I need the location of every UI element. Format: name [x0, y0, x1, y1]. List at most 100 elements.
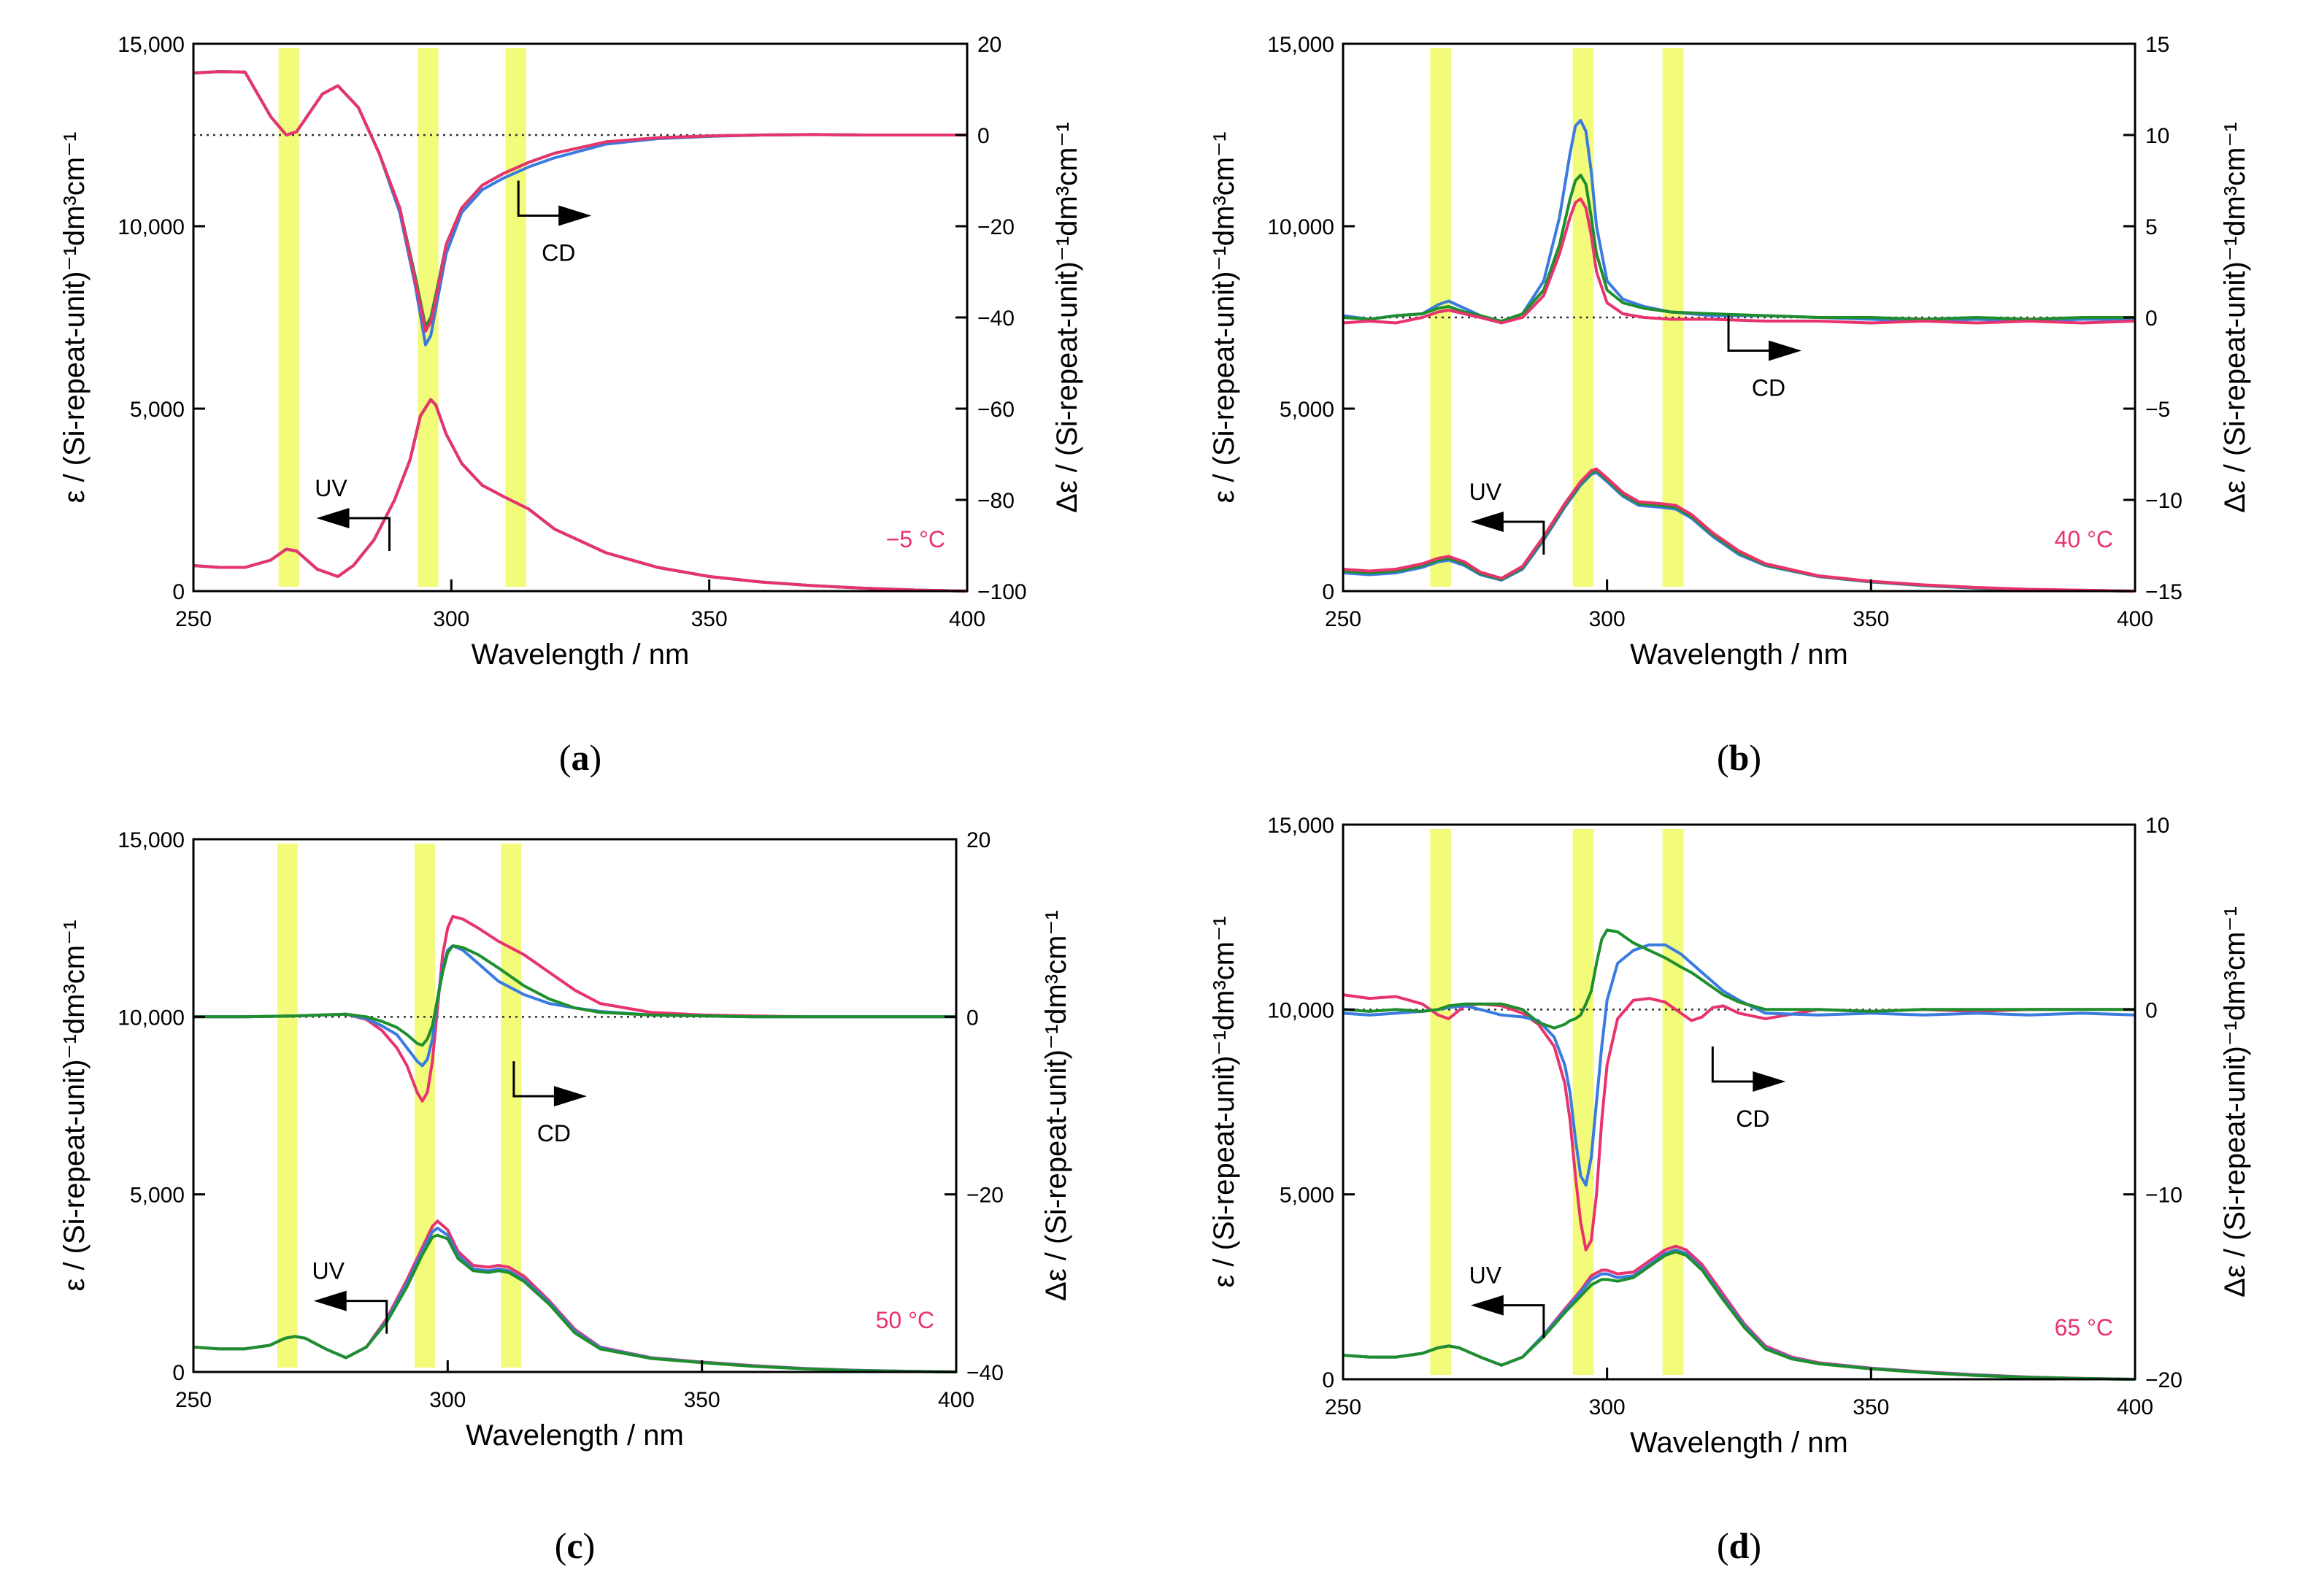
y-right-axis-label: Δε / (Si-repeat-unit)⁻¹dm³cm⁻¹ — [2219, 122, 2251, 513]
panel-letter-text: b — [1729, 737, 1750, 778]
x-tick-label: 250 — [1325, 1395, 1361, 1419]
cd-series-line-3 — [1342, 197, 2136, 325]
panel-b: 250 300 350 400 0 5,000 10,000 15,000 −15 −10 −5 0 5… — [1208, 33, 2251, 778]
uv-label: UV — [315, 475, 347, 501]
temperature-label: 40 °C — [2055, 526, 2113, 552]
y-left-axis-label: ε / (Si-repeat-unit)⁻¹dm³cm⁻¹ — [1208, 131, 1240, 503]
uv-label: UV — [1469, 1262, 1502, 1289]
y-left-axis-label: ε / (Si-repeat-unit)⁻¹dm³cm⁻¹ — [58, 131, 91, 503]
x-tick-label: 250 — [1325, 607, 1361, 631]
highlight-band-3 — [1662, 829, 1684, 1375]
y-left-tick-label: 5,000 — [130, 398, 185, 422]
uv-series-line-5 — [1342, 469, 2136, 593]
plot-frame — [192, 838, 958, 1373]
y-left-tick-label: 0 — [172, 1361, 185, 1385]
cd-label: CD — [1736, 1106, 1769, 1132]
y-right-tick-label: −40 — [977, 307, 1015, 331]
y-right-tick-label: −10 — [2145, 1184, 2182, 1208]
cd-label: CD — [537, 1120, 571, 1146]
highlight-band-1 — [1430, 48, 1452, 587]
y-left-tick-label: 10,000 — [1267, 998, 1334, 1022]
cd-arrow-line — [1727, 315, 1773, 352]
highlight-band-3 — [505, 48, 526, 587]
x-tick-label: 350 — [1853, 1395, 1889, 1419]
y-right-tick-label: −10 — [2145, 489, 2182, 513]
uv-series-line-4 — [193, 1219, 957, 1373]
x-tick-label: 350 — [684, 1388, 720, 1412]
temperature-label: 65 °C — [2055, 1314, 2113, 1341]
panel-letter: (b) — [1717, 737, 1761, 778]
y-right-tick-label: −60 — [977, 398, 1015, 422]
y-right-axis-label: Δε / (Si-repeat-unit)⁻¹dm³cm⁻¹ — [1051, 122, 1083, 513]
y-left-tick-label: 0 — [172, 580, 185, 604]
panel-d: 250 300 350 400 0 5,000 10,000 15,000 −20 −10 0 10 W… — [1208, 814, 2251, 1566]
panel-letter-text: c — [566, 1525, 582, 1566]
highlight-band-1 — [277, 844, 298, 1368]
cd-label: CD — [1752, 375, 1785, 401]
y-left-tick-label: 15,000 — [118, 828, 185, 852]
y-right-tick-label: −100 — [977, 580, 1027, 604]
uv-series-line-6 — [193, 398, 968, 593]
y-left-tick-label: 15,000 — [118, 33, 185, 57]
uv-label: UV — [312, 1258, 345, 1284]
cd-series-line-3 — [193, 944, 956, 1047]
x-axis-label: Wavelength / nm — [1630, 639, 1848, 671]
uv-arrow-head — [313, 1290, 347, 1311]
y-left-tick-label: 5,000 — [1280, 398, 1334, 422]
uv-arrow-head — [316, 508, 350, 528]
uv-series-line-6 — [1342, 1250, 2136, 1381]
temperature-label: −5 °C — [886, 526, 945, 552]
x-tick-label: 400 — [2117, 1395, 2153, 1419]
y-left-tick-label: 15,000 — [1267, 814, 1334, 838]
y-right-tick-label: 10 — [2145, 814, 2169, 838]
cd-series-line-3 — [193, 70, 967, 333]
y-right-tick-label: 0 — [2145, 307, 2158, 331]
x-tick-label: 300 — [1589, 607, 1626, 631]
cd-arrow-head — [558, 205, 592, 226]
x-axis-label: Wavelength / nm — [466, 1419, 684, 1452]
cd-arrow-head — [1769, 340, 1802, 361]
uv-series-line-4 — [1342, 1244, 2136, 1381]
y-right-tick-label: −15 — [2145, 580, 2182, 604]
cd-series-line-3 — [1342, 928, 2135, 1030]
y-right-tick-label: 0 — [2145, 998, 2158, 1022]
panel-letter: (c) — [555, 1525, 596, 1566]
y-left-tick-label: 10,000 — [118, 215, 185, 239]
cd-arrow-head — [553, 1086, 587, 1107]
x-tick-label: 400 — [949, 607, 985, 631]
x-tick-label: 300 — [1589, 1395, 1626, 1419]
y-right-tick-label: −80 — [977, 489, 1015, 513]
y-right-tick-label: 15 — [2145, 33, 2169, 57]
y-right-tick-label: 0 — [977, 124, 990, 148]
panel-a: 250 300 350 400 0 5,000 10,000 15,000 −100 −80 −60… — [58, 33, 1083, 778]
highlight-band-2 — [415, 844, 435, 1368]
y-left-tick-label: 10,000 — [1267, 215, 1334, 239]
cd-arrow-line — [512, 1061, 558, 1098]
y-right-tick-label: 20 — [977, 33, 1001, 57]
cd-arrow-line — [1711, 1046, 1757, 1083]
uv-arrow-line — [1499, 520, 1545, 555]
x-axis-label: Wavelength / nm — [1630, 1427, 1848, 1459]
y-right-axis-label: Δε / (Si-repeat-unit)⁻¹dm³cm⁻¹ — [1040, 910, 1072, 1301]
cd-arrow-line — [517, 180, 563, 217]
x-tick-label: 300 — [433, 607, 469, 631]
cd-series-line-2 — [1342, 174, 2135, 323]
uv-arrow-line — [1499, 1304, 1545, 1338]
uv-series-line-5 — [193, 1226, 957, 1373]
panel-letter-text: d — [1729, 1525, 1750, 1566]
cd-label: CD — [542, 240, 575, 266]
x-axis-label: Wavelength / nm — [472, 639, 690, 671]
uv-arrow-line — [342, 1300, 388, 1334]
y-right-tick-label: −5 — [2145, 398, 2170, 422]
y-right-tick-label: 5 — [2145, 215, 2158, 239]
y-left-tick-label: 5,000 — [130, 1184, 185, 1208]
y-right-axis-label: Δε / (Si-repeat-unit)⁻¹dm³cm⁻¹ — [2219, 906, 2251, 1298]
y-left-axis-label: ε / (Si-repeat-unit)⁻¹dm³cm⁻¹ — [1208, 916, 1240, 1287]
x-tick-label: 400 — [938, 1388, 974, 1412]
y-left-tick-label: 0 — [1322, 1368, 1334, 1392]
x-tick-label: 300 — [429, 1388, 466, 1412]
x-tick-label: 250 — [175, 607, 212, 631]
panel-letter: (a) — [559, 737, 601, 778]
y-right-tick-label: −40 — [966, 1361, 1004, 1385]
